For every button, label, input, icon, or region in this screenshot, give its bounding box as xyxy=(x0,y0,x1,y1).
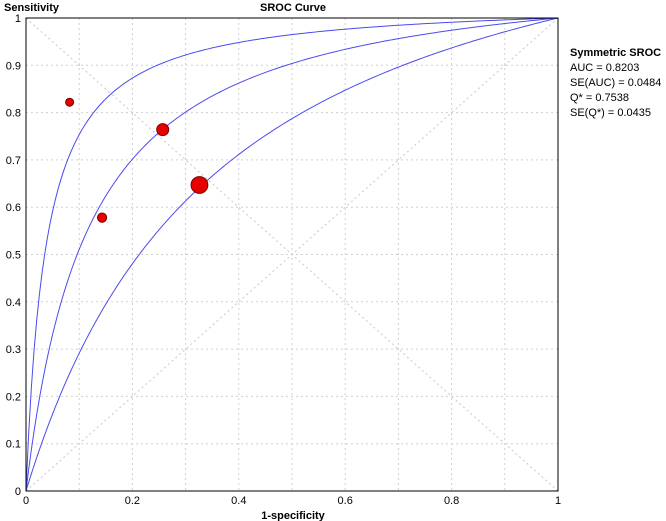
x-axis-label: 1-specificity xyxy=(261,510,325,521)
x-tick-label: 0.8 xyxy=(444,495,459,507)
sroc-curve-3 xyxy=(25,17,559,492)
y-tick-label: 0.1 xyxy=(6,439,21,451)
stat-se-q: SE(Q*) = 0.0435 xyxy=(570,107,651,119)
chart-title: SROC Curve xyxy=(260,2,326,14)
study-point-4 xyxy=(190,176,209,194)
y-tick-label: 0.4 xyxy=(6,297,21,309)
x-tick-label: 0.6 xyxy=(338,495,353,507)
stat-q: Q* = 0.7538 xyxy=(570,92,629,104)
y-tick-label: 0.6 xyxy=(6,202,21,214)
x-tick-label: 0.2 xyxy=(125,495,140,507)
diagonal-reference-lines xyxy=(25,17,559,492)
stats-heading: Symmetric SROC xyxy=(570,47,661,59)
stats-panel: Symmetric SROC AUC = 0.8203 SE(AUC) = 0.… xyxy=(570,47,661,119)
stat-auc: AUC = 0.8203 xyxy=(570,62,639,74)
y-tick-label: 0.2 xyxy=(6,391,21,403)
sroc-curves xyxy=(25,17,559,492)
x-tick-label: 1 xyxy=(555,495,561,507)
study-point-3 xyxy=(156,123,170,137)
y-tick-label: 0.3 xyxy=(6,344,21,356)
x-tick-labels: 0 0.2 0.4 0.6 0.8 1 xyxy=(23,495,561,507)
stat-se-auc: SE(AUC) = 0.0484 xyxy=(570,77,661,89)
y-tick-label: 0 xyxy=(15,486,21,498)
sroc-curve-2 xyxy=(25,17,559,492)
x-tick-label: 0.4 xyxy=(231,495,246,507)
y-axis-label: Sensitivity xyxy=(4,2,60,14)
sroc-curve-1 xyxy=(25,17,559,492)
y-tick-label: 0.8 xyxy=(6,108,21,120)
y-tick-label: 0.7 xyxy=(6,155,21,167)
y-tick-label: 0.9 xyxy=(6,60,21,72)
y-tick-label: 0.5 xyxy=(6,250,21,262)
study-point-2 xyxy=(96,212,108,223)
x-tick-label: 0 xyxy=(23,495,29,507)
study-points xyxy=(65,97,209,223)
y-tick-labels: 0 0.1 0.2 0.3 0.4 0.5 0.6 0.7 0.8 0.9 1 xyxy=(6,13,21,498)
diagonal-q-line xyxy=(25,17,559,492)
plot-frame xyxy=(25,17,559,492)
study-point-1 xyxy=(65,97,75,107)
y-tick-label: 1 xyxy=(15,13,21,25)
